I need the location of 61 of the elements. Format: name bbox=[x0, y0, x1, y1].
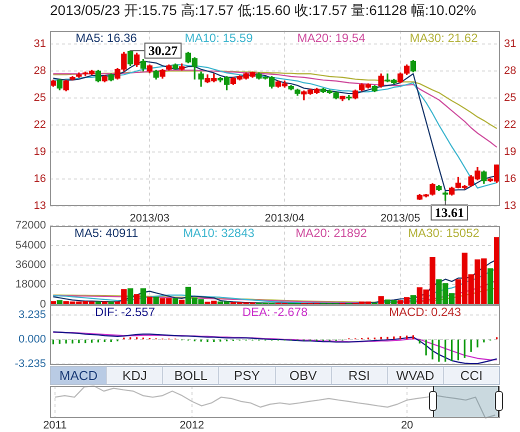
x-tick-label: 2013/04 bbox=[264, 212, 305, 225]
text: RSI bbox=[330, 367, 387, 384]
y-tick-label: 36000 bbox=[15, 259, 46, 272]
text: MA20: 21892 bbox=[296, 226, 368, 240]
x-tick-label: 2013/03 bbox=[130, 212, 170, 225]
bar bbox=[410, 295, 416, 304]
y-tick-label: 22 bbox=[34, 119, 46, 132]
bar bbox=[134, 294, 140, 304]
bar bbox=[378, 296, 384, 304]
series-label: MA5: 16.36 bbox=[76, 30, 138, 45]
y2-tick-label: 13 bbox=[504, 200, 516, 212]
bar bbox=[172, 298, 178, 304]
y-tick-label: 31 bbox=[34, 38, 46, 50]
series-label: DIF: -2.557 bbox=[94, 304, 156, 319]
y-tick-label: 72000 bbox=[15, 220, 46, 232]
text: BOLL bbox=[162, 367, 218, 384]
x-tick-label: 2013/05 bbox=[380, 212, 420, 225]
series-label: MACD: 0.243 bbox=[388, 304, 462, 319]
bar bbox=[153, 296, 159, 304]
x-tick-label: 2012 bbox=[180, 420, 204, 432]
bar bbox=[108, 301, 114, 304]
text: MA30: 21.62 bbox=[410, 30, 478, 45]
annotation: 13.61 bbox=[434, 204, 464, 220]
text: KDJ bbox=[106, 367, 162, 384]
y-tick-label: 0 bbox=[40, 298, 46, 310]
y-tick-label: -3.235 bbox=[14, 358, 46, 370]
y-tick-label: 28 bbox=[34, 65, 46, 78]
bar bbox=[488, 268, 494, 304]
text: WVAD bbox=[386, 367, 443, 384]
y-tick-label: 13 bbox=[34, 200, 46, 212]
bar bbox=[128, 288, 134, 304]
bar bbox=[140, 288, 146, 304]
text: MA30: 15052 bbox=[408, 226, 480, 240]
y-tick-label: 25 bbox=[34, 92, 46, 104]
y-tick-label: 0.000 bbox=[18, 333, 46, 346]
y-tick-label: 16 bbox=[34, 173, 46, 186]
bar bbox=[146, 296, 152, 304]
series-label: MA10: 15.59 bbox=[184, 30, 254, 45]
text: PSY bbox=[218, 367, 274, 384]
y-tick-label: 54000 bbox=[15, 239, 46, 252]
text: OBV bbox=[274, 367, 331, 384]
text: CCI bbox=[442, 367, 499, 384]
y2-tick-label: 19 bbox=[504, 146, 516, 158]
y-tick-label: 18000 bbox=[15, 278, 46, 291]
chart-title: 2013/05/23 开:15.75 高:17.57 低:15.60 收:17.57 量:61128 幅:10.02% bbox=[50, 2, 476, 20]
annotation: 30.27 bbox=[148, 43, 178, 58]
y2-tick-label: 31 bbox=[504, 38, 516, 50]
y2-tick-label: 25 bbox=[504, 92, 516, 104]
text: MA10: 32843 bbox=[183, 226, 255, 240]
text: MACD bbox=[51, 367, 106, 384]
y2-tick-label: 28 bbox=[504, 65, 516, 78]
text: MA20: 19.54 bbox=[297, 30, 366, 45]
series-label: DEA: -2.678 bbox=[242, 304, 308, 319]
x-tick-label: 2011 bbox=[43, 420, 67, 432]
x-tick-label: 20 bbox=[400, 420, 414, 432]
y2-tick-label: 22 bbox=[504, 119, 516, 132]
y2-tick-label: 16 bbox=[504, 173, 516, 186]
y-tick-label: 3.235 bbox=[18, 308, 46, 321]
bar bbox=[56, 300, 62, 304]
text: MA5: 40911 bbox=[74, 226, 138, 240]
y-tick-label: 19 bbox=[34, 146, 46, 158]
